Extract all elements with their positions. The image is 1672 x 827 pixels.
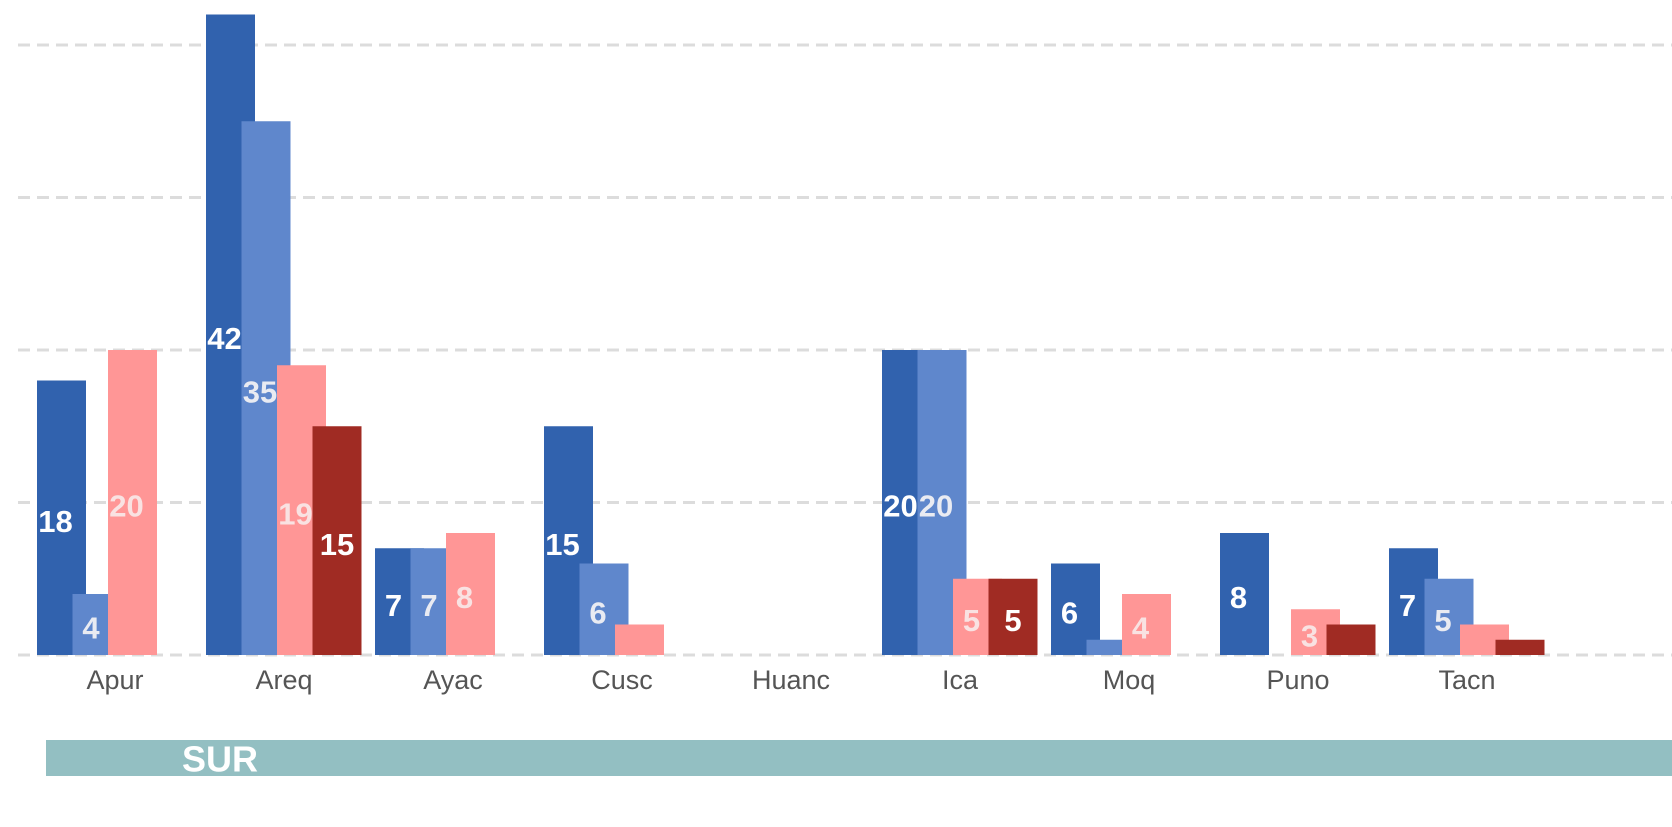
- x-tick-label: Areq: [255, 665, 312, 695]
- data-label: 42: [207, 321, 241, 356]
- data-label: 7: [385, 588, 402, 623]
- panel-label: SUR: [182, 739, 258, 780]
- data-label: 3: [1301, 618, 1318, 653]
- bar: [1326, 624, 1376, 655]
- data-label: 20: [883, 489, 917, 524]
- bar: [312, 426, 362, 655]
- bar: [988, 578, 1038, 655]
- x-tick-label: Tacn: [1438, 665, 1495, 695]
- data-label: 6: [1061, 595, 1078, 630]
- bar: [1220, 533, 1269, 655]
- bar: [615, 624, 664, 655]
- x-tick-label: Huanc: [752, 665, 830, 695]
- x-tick-label: Moq: [1103, 665, 1156, 695]
- x-tick-label: Apur: [86, 665, 143, 695]
- bar: [446, 533, 495, 655]
- data-label: 15: [320, 527, 354, 562]
- data-label: 7: [420, 588, 437, 623]
- data-label: 6: [589, 595, 606, 630]
- data-label: 5: [1434, 603, 1451, 638]
- data-label: 35: [243, 374, 277, 409]
- data-label: 18: [38, 504, 72, 539]
- data-label: 20: [919, 489, 953, 524]
- data-label: 8: [1230, 580, 1247, 615]
- data-label: 19: [278, 496, 312, 531]
- bar: [108, 350, 157, 655]
- data-label: 4: [82, 611, 100, 646]
- x-tick-label: Puno: [1266, 665, 1329, 695]
- x-tick-label: Cusc: [591, 665, 653, 695]
- data-label: 5: [963, 603, 980, 638]
- data-label: 20: [109, 489, 143, 524]
- bar: [1495, 639, 1545, 655]
- x-tick-label: Ica: [942, 665, 979, 695]
- data-label: 5: [1004, 603, 1021, 638]
- data-label: 4: [1132, 611, 1150, 646]
- x-tick-label: Ayac: [423, 665, 483, 695]
- data-label: 15: [545, 527, 579, 562]
- data-label: 8: [456, 580, 473, 615]
- bar: [1122, 594, 1171, 655]
- panel-strip: [46, 740, 1672, 776]
- data-label: 7: [1399, 588, 1416, 623]
